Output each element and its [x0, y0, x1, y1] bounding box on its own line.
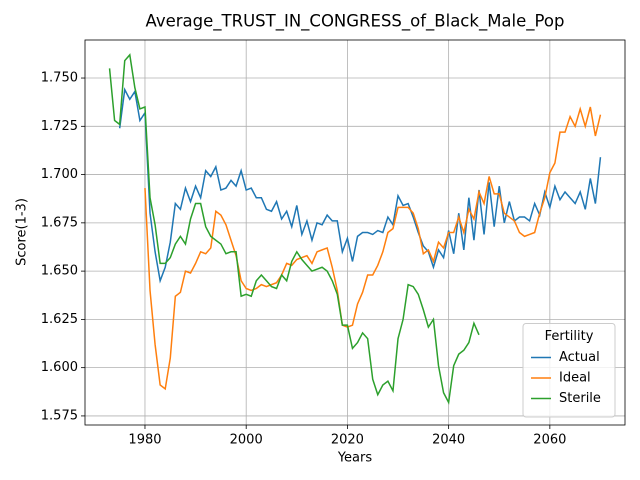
y-axis-label: Score(1-3) — [15, 198, 30, 266]
x-tick-label: 2060 — [533, 433, 566, 448]
legend-label: Sterile — [559, 391, 601, 406]
x-axis-label: Years — [337, 451, 373, 466]
legend-title: Fertility — [545, 329, 594, 344]
y-tick-label: 1.675 — [41, 215, 78, 230]
x-tick-label: 1980 — [128, 433, 161, 448]
chart-title: Average_TRUST_IN_CONGRESS_of_Black_Male_… — [146, 12, 565, 32]
x-tick-label: 2020 — [331, 433, 364, 448]
y-tick-label: 1.575 — [41, 408, 78, 423]
y-tick-label: 1.700 — [41, 167, 78, 182]
y-tick-label: 1.750 — [41, 71, 78, 86]
legend-label: Ideal — [559, 371, 591, 386]
y-tick-label: 1.600 — [41, 360, 78, 375]
series-line — [108, 53, 480, 405]
legend-label: Actual — [559, 350, 600, 365]
legend-box — [522, 323, 616, 418]
x-tick-label: 2040 — [432, 433, 465, 448]
y-tick-label: 1.625 — [41, 312, 78, 327]
y-tick-label: 1.650 — [41, 264, 78, 279]
x-tick-label: 2000 — [230, 433, 263, 448]
y-tick-label: 1.725 — [41, 119, 78, 134]
legend: Fertility Actual Ideal Sterile — [522, 323, 616, 418]
series-line — [118, 87, 602, 284]
series-line — [144, 106, 602, 391]
plot-frame — [84, 39, 626, 426]
